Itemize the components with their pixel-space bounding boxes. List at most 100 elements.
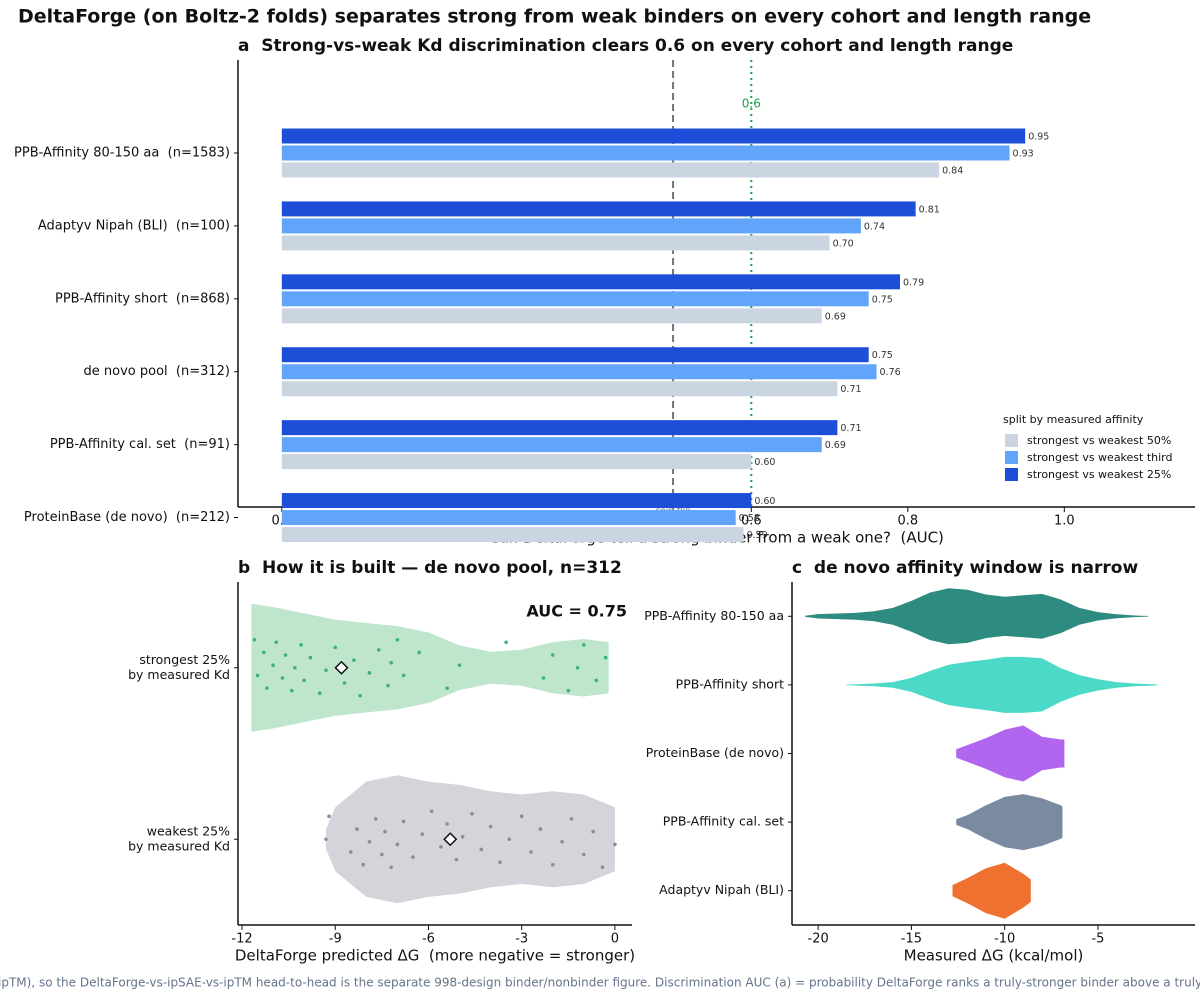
y-tick-label: de novo pool (n=312): [84, 364, 230, 379]
data-point: [271, 663, 275, 668]
data-point: [293, 665, 297, 670]
value-label: 0.79: [903, 277, 924, 288]
data-point: [417, 650, 421, 655]
y-tick-label: PPB-Affinity 80-150 aa: [644, 608, 784, 623]
y-tick-label: Adaptyv Nipah (BLI): [659, 882, 784, 897]
data-point: [538, 827, 543, 831]
violin: [325, 775, 615, 904]
legend-swatch: [1005, 434, 1018, 447]
value-label: 0.81: [919, 204, 940, 215]
data-point: [507, 837, 512, 842]
value-label: 0.58: [739, 513, 760, 524]
y-tick-label: PPB-Affinity 80-150 aa (n=1583): [14, 146, 230, 161]
x-tick-label: -9: [329, 932, 342, 947]
x-tick-label: -15: [901, 932, 922, 947]
value-label: 0.60: [754, 496, 775, 507]
y-tick-label: PPB-Affinity short (n=868): [55, 291, 230, 306]
y-tick-label: Adaptyv Nipah (BLI) (n=100): [38, 218, 230, 233]
data-point: [283, 653, 288, 657]
data-point: [317, 691, 322, 696]
data-point: [376, 648, 381, 652]
mean-marker: [334, 660, 349, 675]
legend-label: strongest vs weakest third: [1027, 451, 1173, 464]
y-tick-label: weakest 25%: [147, 823, 230, 838]
violin: [952, 862, 1031, 919]
data-point: [504, 640, 508, 645]
bar: [281, 527, 744, 543]
bar: [281, 420, 838, 436]
data-point: [308, 655, 313, 660]
x-tick-label: -3: [515, 932, 528, 947]
value-label: 0.69: [825, 311, 846, 322]
x-tick-label: 0.8: [897, 514, 918, 529]
y-tick-label: ProteinBase (de novo) (n=212): [24, 510, 230, 525]
x-tick-label: -20: [808, 932, 829, 947]
data-point: [383, 829, 387, 834]
data-point: [401, 673, 406, 678]
data-point: [352, 658, 356, 662]
y-tick-label: by measured Kd: [128, 667, 230, 682]
data-point: [361, 862, 366, 867]
violin: [251, 603, 609, 732]
value-label: 0.75: [872, 350, 893, 361]
data-point: [457, 663, 462, 668]
data-point: [498, 860, 502, 864]
bar: [281, 437, 822, 453]
value-label: 0.74: [864, 221, 885, 232]
data-point: [550, 862, 555, 867]
bar: [281, 493, 752, 509]
data-point: [603, 655, 608, 660]
panel-title: c de novo affinity window is narrow: [792, 558, 1138, 578]
data-point: [389, 865, 393, 870]
data-point: [439, 845, 443, 849]
bar: [281, 510, 736, 526]
figure-title: DeltaForge (on Boltz-2 folds) separates …: [18, 6, 1091, 28]
x-axis-label: DeltaForge predicted ΔG (more negative =…: [235, 947, 635, 965]
panel-title: b How it is built — de novo pool, n=312: [238, 558, 622, 578]
x-tick-label: 0.6: [741, 514, 762, 529]
data-point: [594, 678, 599, 683]
y-tick-label: PPB-Affinity cal. set (n=91): [50, 437, 230, 452]
data-point: [566, 688, 571, 693]
bar: [281, 364, 877, 380]
violin: [805, 588, 1149, 645]
data-point: [488, 824, 493, 829]
data-point: [613, 842, 617, 847]
value-label: 0.60: [754, 457, 775, 468]
value-label: 0.75: [872, 294, 893, 305]
data-point: [255, 673, 260, 678]
data-point: [460, 834, 465, 839]
x-axis-label: Measured ΔG (kcal/mol): [904, 947, 1084, 965]
value-label: 0.76: [880, 367, 901, 378]
legend-swatch: [1005, 451, 1018, 464]
data-point: [575, 665, 580, 670]
data-point: [355, 827, 359, 831]
y-tick-label: strongest 25%: [139, 652, 230, 667]
data-point: [389, 660, 393, 665]
x-tick-label: 0: [611, 932, 619, 947]
data-point: [454, 857, 459, 862]
y-tick-label: by measured Kd: [128, 838, 230, 853]
data-point: [582, 643, 586, 647]
data-point: [324, 668, 328, 673]
legend-title: split by measured affinity: [1003, 413, 1144, 426]
x-tick-label: -12: [231, 932, 252, 947]
data-point: [274, 640, 279, 645]
data-point: [342, 681, 347, 685]
bar: [281, 162, 940, 178]
value-label: 0.95: [1028, 132, 1049, 143]
data-point: [529, 850, 533, 854]
data-point: [550, 653, 555, 657]
legend-label: strongest vs weakest 25%: [1027, 468, 1171, 481]
data-point: [445, 822, 449, 826]
data-point: [348, 850, 353, 854]
data-point: [591, 829, 595, 834]
data-point: [411, 855, 415, 859]
y-tick-label: ProteinBase (de novo): [646, 745, 784, 760]
value-label: 0.69: [825, 440, 846, 451]
bar: [281, 218, 861, 234]
x-tick-label: 1.0: [1054, 514, 1075, 529]
data-point: [265, 686, 269, 690]
bar: [281, 291, 869, 307]
